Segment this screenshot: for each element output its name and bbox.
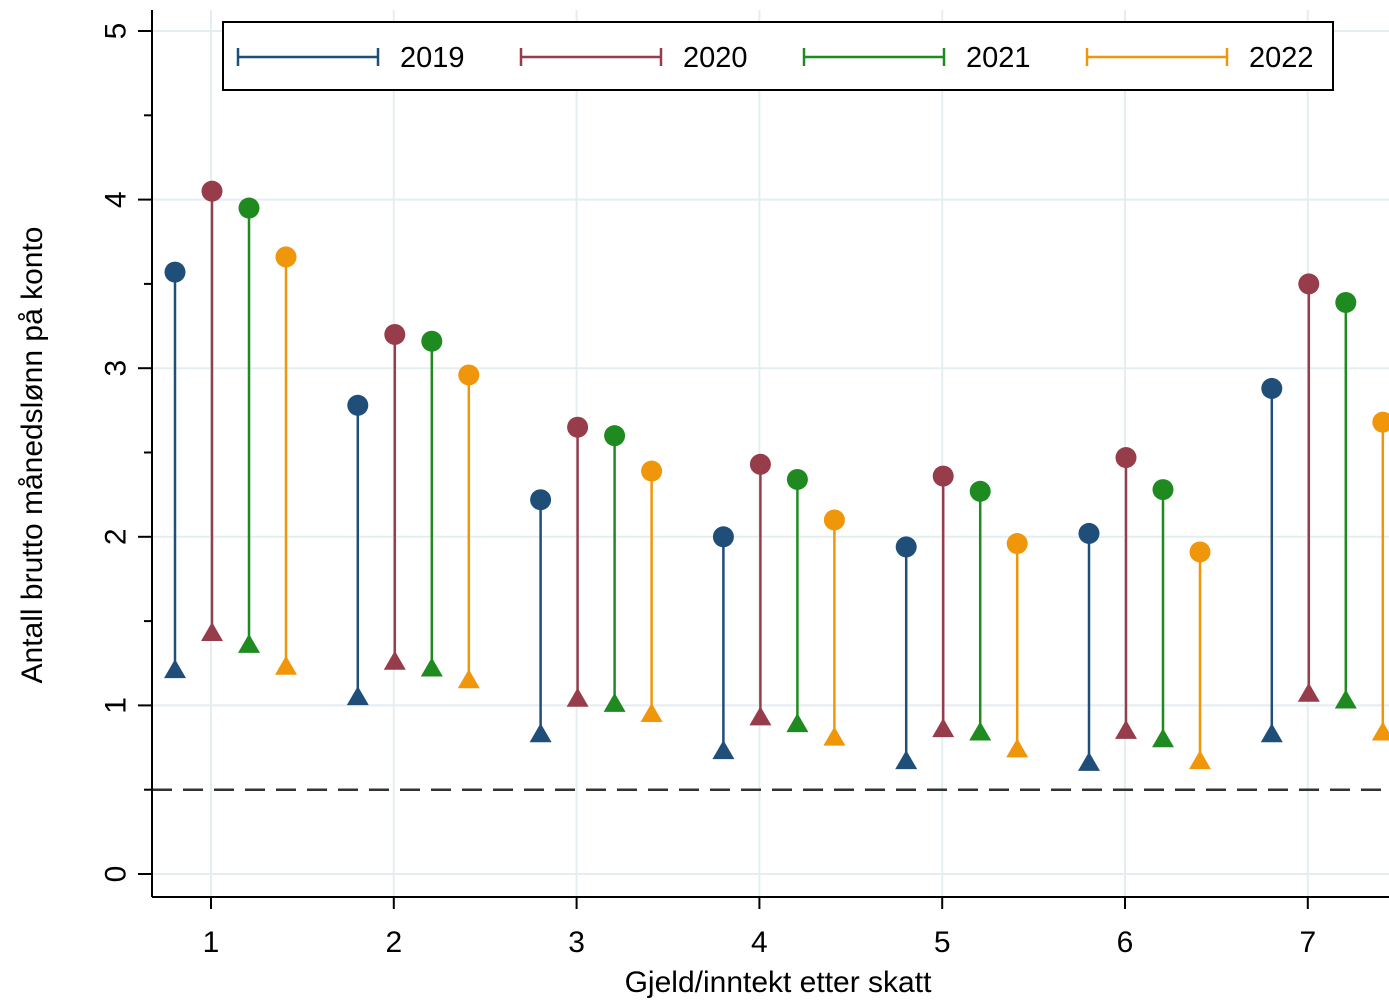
- low-triangle-marker: [1260, 723, 1283, 743]
- legend-label: 2021: [966, 42, 1031, 74]
- y-tick-label: 0: [100, 866, 133, 883]
- low-triangle-marker: [1006, 738, 1029, 758]
- high-circle-marker: [421, 330, 443, 352]
- low-triangle-marker: [238, 633, 260, 653]
- low-triangle-marker: [383, 650, 406, 670]
- y-tick-label: 5: [100, 23, 133, 40]
- low-triangle-marker: [712, 740, 735, 760]
- low-triangle-marker: [786, 713, 809, 733]
- low-triangle-marker: [275, 655, 297, 675]
- low-triangle-marker: [529, 723, 552, 743]
- x-tick-label: 1: [203, 926, 220, 959]
- high-circle-marker: [1189, 541, 1211, 563]
- high-circle-marker: [347, 394, 369, 416]
- high-circle-marker: [823, 509, 845, 531]
- legend-label: 2019: [400, 42, 465, 74]
- low-triangle-marker: [566, 687, 589, 707]
- x-axis-title: Gjeld/inntekt etter skatt: [625, 966, 932, 999]
- high-circle-marker: [641, 460, 663, 482]
- high-circle-marker: [895, 536, 917, 558]
- high-circle-marker: [932, 465, 954, 487]
- low-triangle-marker: [932, 718, 955, 738]
- high-circle-marker: [1372, 411, 1389, 433]
- low-triangle-marker: [457, 669, 480, 689]
- high-circle-marker: [712, 526, 734, 548]
- legend-label: 2020: [683, 42, 748, 74]
- low-triangle-marker: [1334, 689, 1357, 709]
- high-circle-marker: [164, 261, 186, 283]
- y-tick-label: 4: [100, 191, 133, 208]
- low-triangle-marker: [346, 686, 369, 706]
- high-circle-marker: [384, 323, 406, 345]
- series-2019: [164, 261, 1283, 771]
- legend: 2019 2020 2021 2022: [222, 21, 1334, 91]
- low-triangle-marker: [895, 750, 918, 770]
- y-tick-label: 3: [100, 360, 133, 377]
- series-2022: [275, 246, 1389, 770]
- y-ticks: 0 1 2 3 4 5: [100, 23, 152, 883]
- x-tick-label: 3: [568, 926, 585, 959]
- high-circle-marker: [604, 425, 626, 447]
- high-circle-marker: [458, 364, 480, 386]
- y-tick-label: 2: [100, 528, 133, 545]
- y-axis-title: Antall brutto månedslønn på konto: [16, 227, 49, 684]
- low-triangle-marker: [749, 706, 772, 726]
- high-circle-marker: [1261, 377, 1283, 399]
- high-circle-marker: [1298, 273, 1320, 295]
- high-circle-marker: [1006, 533, 1028, 555]
- legend-entry-2021: 2021: [802, 42, 1031, 74]
- low-triangle-marker: [164, 659, 186, 679]
- high-circle-marker: [567, 416, 589, 438]
- legend-entry-2022: 2022: [1085, 42, 1314, 74]
- y-tick-label: 1: [100, 697, 133, 714]
- low-triangle-marker: [823, 726, 846, 746]
- x-tick-label: 2: [385, 926, 402, 959]
- legend-items: 2019 2020 2021 2022: [236, 42, 1314, 74]
- low-triangle-marker: [969, 721, 992, 741]
- high-circle-marker: [201, 180, 223, 202]
- x-tick-label: 6: [1117, 926, 1134, 959]
- low-triangle-marker: [1371, 721, 1389, 741]
- high-circle-marker: [1152, 479, 1174, 501]
- legend-label: 2022: [1249, 42, 1314, 74]
- high-circle-marker: [1335, 291, 1357, 313]
- high-circle-marker: [1078, 522, 1100, 544]
- high-circle-marker: [275, 246, 297, 268]
- high-circle-marker: [786, 468, 808, 490]
- x-tick-label: 5: [934, 926, 951, 959]
- low-triangle-marker: [640, 702, 663, 722]
- legend-entry-2019: 2019: [236, 42, 465, 74]
- high-circle-marker: [238, 197, 260, 219]
- high-circle-marker: [969, 480, 991, 502]
- high-circle-marker: [749, 453, 771, 475]
- high-circle-marker: [1115, 447, 1137, 469]
- series-2020: [201, 180, 1320, 739]
- low-triangle-marker: [1078, 751, 1100, 771]
- x-tick-label: 7: [1299, 926, 1316, 959]
- low-triangle-marker: [420, 657, 443, 677]
- low-triangle-marker: [1297, 682, 1320, 702]
- series-2021: [238, 197, 1357, 748]
- low-triangle-marker: [1152, 728, 1174, 748]
- high-circle-marker: [530, 489, 552, 511]
- legend-entry-2020: 2020: [519, 42, 748, 74]
- low-triangle-marker: [1115, 719, 1137, 739]
- x-tick-label: 4: [751, 926, 768, 959]
- low-triangle-marker: [1189, 750, 1211, 770]
- series-layer: [164, 180, 1389, 771]
- x-ticks: 1 2 3 4 5 6 7: [203, 897, 1316, 959]
- low-triangle-marker: [603, 692, 626, 712]
- low-triangle-marker: [201, 622, 223, 642]
